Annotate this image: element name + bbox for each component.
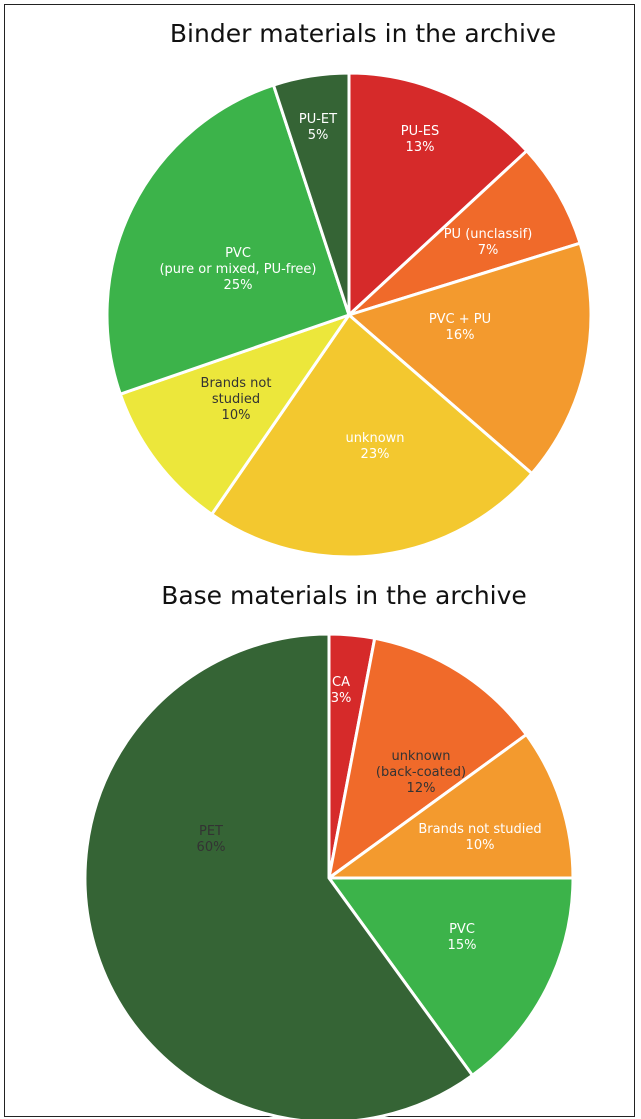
slice-label-pvc: PVC (pure or mixed, PU-free) 25% — [159, 246, 316, 293]
pie-slice-pvc — [105, 83, 351, 396]
binder-pie: PU-ES 13% PU (unclassif) 7% PVC + PU 16% unkno… — [105, 71, 593, 559]
slice-label-pvc-pu: PVC + PU 16% — [429, 312, 491, 343]
pie-slice-pu-unclassif — [347, 149, 582, 317]
slice-label-brands-not-studied: Brands not studied 10% — [418, 822, 541, 853]
pie-slice-pet — [83, 632, 474, 1119]
slice-label-pet: PET 60% — [197, 824, 226, 855]
pie-slice-pu-et — [271, 71, 351, 317]
slice-label-pu-es: PU-ES 13% — [401, 124, 440, 155]
binder-chart-title: Binder materials in the archive — [170, 19, 556, 48]
slice-label-unknown: unknown (back-coated) 12% — [376, 749, 466, 796]
slice-label-unknown: unknown 23% — [345, 431, 404, 462]
base-pie: CA 3% unknown (back-coated) 12% Brands not st… — [83, 632, 575, 1119]
pie-slice-unknown — [210, 313, 534, 559]
pie-slice-unknown — [327, 636, 528, 880]
slice-label-brands-not: Brands not studied 10% — [201, 376, 272, 423]
pie-slice-brands-not — [118, 313, 351, 516]
pie-slice-pu-es — [347, 71, 529, 317]
pie-slice-brands-not-studied — [327, 733, 575, 880]
slice-label-ca: CA 3% — [331, 675, 352, 706]
slice-label-pu-et: PU-ET 5% — [299, 112, 337, 143]
base-chart-title: Base materials in the archive — [161, 581, 527, 610]
pie-slice-pvc-pu — [347, 241, 593, 475]
slice-label-pu-unclassif: PU (unclassif) 7% — [444, 227, 533, 258]
pie-slice-pvc — [327, 876, 575, 1077]
slice-label-pvc: PVC 15% — [448, 922, 477, 953]
